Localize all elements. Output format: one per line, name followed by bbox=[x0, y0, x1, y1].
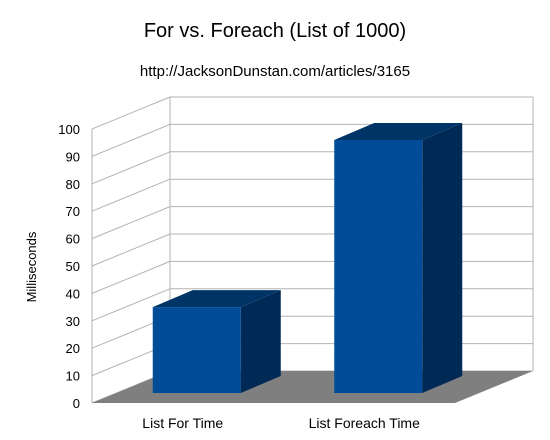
bars-group bbox=[152, 122, 463, 394]
y-tick-label: 60 bbox=[66, 232, 80, 247]
bar-front bbox=[152, 307, 241, 393]
gridline-side bbox=[91, 123, 171, 157]
bar-top bbox=[334, 122, 463, 140]
gridline-side bbox=[91, 206, 171, 240]
y-tick-label: 20 bbox=[66, 341, 80, 356]
gridline-side bbox=[91, 151, 171, 185]
y-tick-label: 100 bbox=[58, 122, 80, 137]
bar bbox=[152, 290, 281, 393]
gridline-side bbox=[91, 178, 171, 212]
gridline-side bbox=[91, 260, 171, 294]
bar-front bbox=[334, 139, 423, 393]
gridline-side bbox=[91, 288, 171, 322]
bar-top bbox=[152, 290, 281, 308]
y-tick-label: 90 bbox=[66, 149, 80, 164]
y-tick-label: 40 bbox=[66, 286, 80, 301]
chart-subtitle: http://JacksonDunstan.com/articles/3165 bbox=[139, 63, 411, 80]
bar-side bbox=[240, 290, 281, 393]
chart-title: For vs. Foreach (List of 1000) bbox=[143, 20, 407, 42]
y-tick-label: 70 bbox=[66, 204, 80, 219]
x-tick-label: List For Time bbox=[142, 415, 223, 431]
y-tick-label: 10 bbox=[66, 369, 80, 384]
y-tick-label: 0 bbox=[73, 396, 80, 411]
gridline-side bbox=[91, 233, 171, 267]
bar bbox=[334, 122, 463, 394]
gridline-side bbox=[91, 96, 171, 130]
bar-side bbox=[422, 122, 463, 394]
y-tick-label: 80 bbox=[66, 177, 80, 192]
y-tick-label: 50 bbox=[66, 259, 80, 274]
y-axis-label: Milliseconds bbox=[24, 231, 39, 302]
x-tick-label: List Foreach Time bbox=[309, 415, 420, 431]
y-tick-label: 30 bbox=[66, 314, 80, 329]
